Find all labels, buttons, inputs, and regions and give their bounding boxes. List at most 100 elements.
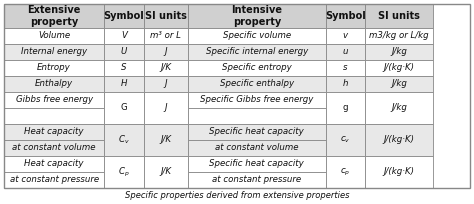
- Bar: [4, 44, 104, 60]
- Bar: [188, 156, 326, 172]
- Bar: [326, 76, 365, 92]
- Bar: [144, 28, 188, 44]
- Text: U: U: [121, 48, 127, 57]
- Text: Symbol: Symbol: [104, 11, 145, 21]
- Text: $C_p$: $C_p$: [118, 165, 130, 178]
- Bar: [4, 108, 104, 124]
- Text: Volume: Volume: [38, 31, 70, 41]
- Text: J/(kg·K): J/(kg·K): [383, 135, 414, 144]
- Text: SI units: SI units: [145, 11, 187, 21]
- Text: J: J: [164, 80, 167, 89]
- Text: G: G: [120, 103, 128, 112]
- Bar: [188, 140, 326, 156]
- Text: J: J: [164, 48, 167, 57]
- Text: J/K: J/K: [160, 135, 172, 144]
- Text: at constant pressure: at constant pressure: [212, 175, 301, 184]
- Text: Enthalpy: Enthalpy: [35, 80, 73, 89]
- Bar: [4, 140, 104, 156]
- Bar: [104, 76, 144, 92]
- Text: SI units: SI units: [378, 11, 420, 21]
- Bar: [188, 76, 326, 92]
- Bar: [188, 60, 326, 76]
- Bar: [326, 28, 365, 44]
- Bar: [326, 60, 365, 76]
- Bar: [144, 60, 188, 76]
- Bar: [365, 156, 433, 188]
- Text: Specific properties derived from extensive properties: Specific properties derived from extensi…: [125, 192, 349, 201]
- Bar: [365, 4, 433, 28]
- Text: V: V: [121, 31, 127, 41]
- Text: J/(kg·K): J/(kg·K): [383, 63, 414, 72]
- Text: Intensive
property: Intensive property: [231, 5, 283, 27]
- Bar: [4, 60, 104, 76]
- Bar: [104, 124, 144, 156]
- Text: J: J: [164, 103, 167, 112]
- Text: Extensive
property: Extensive property: [27, 5, 81, 27]
- Bar: [188, 124, 326, 140]
- Bar: [188, 108, 326, 124]
- Bar: [188, 92, 326, 108]
- Bar: [104, 92, 144, 124]
- Bar: [104, 60, 144, 76]
- Text: Specific heat capacity: Specific heat capacity: [210, 128, 304, 136]
- Text: u: u: [343, 48, 348, 57]
- Bar: [4, 92, 104, 108]
- Text: $c_v$: $c_v$: [340, 135, 351, 145]
- Text: g: g: [343, 103, 348, 112]
- Bar: [144, 44, 188, 60]
- Bar: [365, 92, 433, 124]
- Bar: [144, 4, 188, 28]
- Bar: [365, 28, 433, 44]
- Text: Specific enthalpy: Specific enthalpy: [220, 80, 294, 89]
- Bar: [365, 60, 433, 76]
- Text: Heat capacity: Heat capacity: [24, 160, 84, 169]
- Bar: [365, 124, 433, 156]
- Bar: [144, 76, 188, 92]
- Bar: [4, 172, 104, 188]
- Text: Specific Gibbs free energy: Specific Gibbs free energy: [200, 95, 313, 104]
- Text: Symbol: Symbol: [325, 11, 366, 21]
- Bar: [188, 172, 326, 188]
- Text: J/(kg·K): J/(kg·K): [383, 167, 414, 176]
- Bar: [4, 156, 104, 172]
- Bar: [188, 4, 326, 28]
- Text: Gibbs free energy: Gibbs free energy: [16, 95, 92, 104]
- Bar: [326, 124, 365, 156]
- Bar: [326, 92, 365, 124]
- Bar: [104, 44, 144, 60]
- Text: J/kg: J/kg: [391, 48, 407, 57]
- Text: H: H: [121, 80, 127, 89]
- Bar: [365, 76, 433, 92]
- Bar: [365, 44, 433, 60]
- Bar: [188, 44, 326, 60]
- Text: S: S: [121, 63, 127, 72]
- Bar: [104, 156, 144, 188]
- Text: s: s: [343, 63, 347, 72]
- Text: Specific internal energy: Specific internal energy: [206, 48, 308, 57]
- Bar: [326, 44, 365, 60]
- Bar: [326, 4, 365, 28]
- Text: v: v: [343, 31, 348, 41]
- Text: h: h: [343, 80, 348, 89]
- Text: Entropy: Entropy: [37, 63, 71, 72]
- Text: J/K: J/K: [160, 63, 172, 72]
- Text: m3/kg or L/kg: m3/kg or L/kg: [369, 31, 429, 41]
- Bar: [326, 156, 365, 188]
- Text: J/kg: J/kg: [391, 103, 407, 112]
- Text: m³ or L: m³ or L: [151, 31, 182, 41]
- Bar: [144, 124, 188, 156]
- Text: at constant pressure: at constant pressure: [9, 175, 99, 184]
- Text: Specific heat capacity: Specific heat capacity: [210, 160, 304, 169]
- Bar: [4, 28, 104, 44]
- Text: Specific volume: Specific volume: [223, 31, 291, 41]
- Bar: [144, 92, 188, 124]
- Bar: [104, 4, 144, 28]
- Text: Internal energy: Internal energy: [21, 48, 87, 57]
- Text: $c_p$: $c_p$: [340, 166, 350, 177]
- Text: $C_v$: $C_v$: [118, 134, 130, 146]
- Bar: [4, 76, 104, 92]
- Bar: [4, 124, 104, 140]
- Text: Specific entropy: Specific entropy: [222, 63, 292, 72]
- Text: J/kg: J/kg: [391, 80, 407, 89]
- Bar: [4, 4, 104, 28]
